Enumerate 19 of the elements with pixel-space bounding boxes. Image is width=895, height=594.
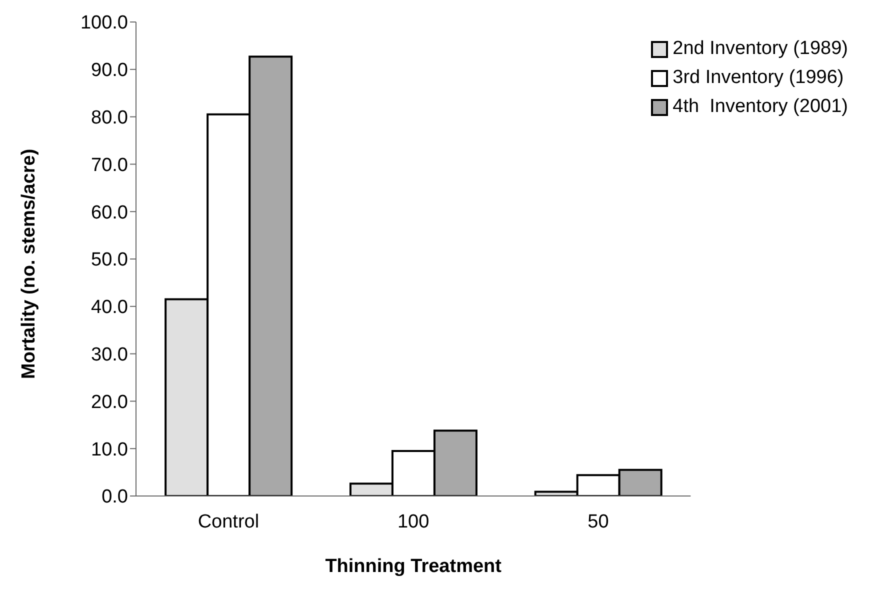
- y-tick-label: 30.0: [91, 344, 128, 366]
- x-tick-label: 100: [397, 511, 430, 532]
- y-tick-label: 80.0: [91, 108, 128, 129]
- y-tick-label: 70.0: [91, 154, 128, 176]
- y-tick-label: 20.0: [91, 392, 128, 413]
- y-tick-label: 0.0: [102, 486, 128, 508]
- y-tick-label: 90.0: [91, 60, 128, 82]
- legend-label: 4th Inventory (2001): [672, 96, 848, 118]
- y-tick-label: 10.0: [91, 439, 128, 460]
- y-tick-label: 40.0: [91, 297, 128, 318]
- x-tick-label: 50: [588, 511, 609, 532]
- y-tick-label: 100.0: [80, 12, 128, 34]
- y-tick-label: 50.0: [91, 250, 128, 271]
- x-tick-label: Control: [198, 511, 260, 532]
- legend-label: 2nd Inventory (1989): [672, 38, 848, 60]
- y-axis-title: Mortality (no. stems/acre): [18, 148, 40, 379]
- y-tick-label: 60.0: [91, 202, 128, 224]
- x-axis-title: Thinning Treatment: [325, 556, 502, 577]
- legend-label: 3rd Inventory (1996): [672, 67, 844, 89]
